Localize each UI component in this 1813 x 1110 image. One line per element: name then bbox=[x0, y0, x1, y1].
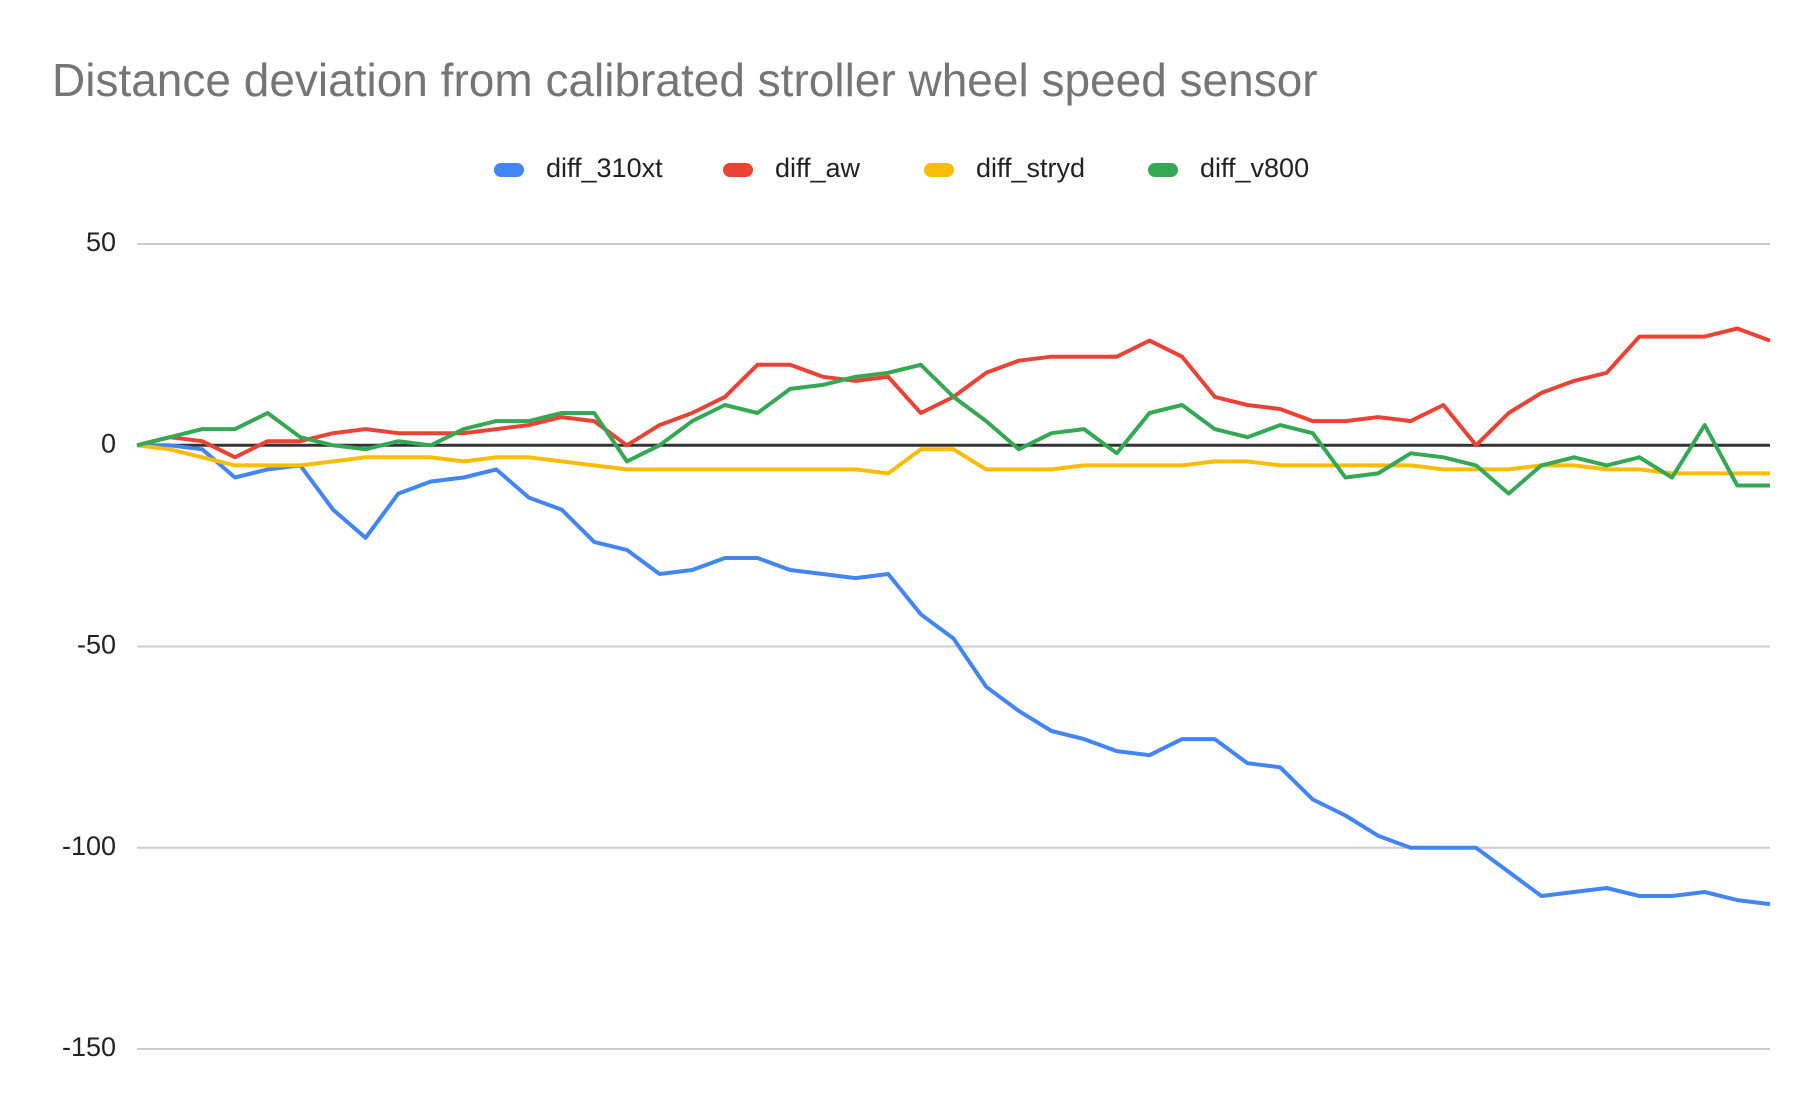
y-tick-label: -100 bbox=[62, 831, 116, 861]
series-line bbox=[137, 443, 1771, 907]
legend-label: diff_v800 bbox=[1200, 153, 1309, 183]
legend-label: diff_aw bbox=[775, 153, 861, 183]
chart-title: Distance deviation from calibrated strol… bbox=[52, 54, 1318, 106]
y-tick-label: 50 bbox=[86, 227, 116, 257]
series-line bbox=[136, 362, 1770, 496]
legend-label: diff_310xt bbox=[546, 153, 663, 183]
legend-swatch bbox=[1148, 163, 1178, 177]
y-tick-label: -50 bbox=[77, 630, 116, 660]
legend-label: diff_stryd bbox=[976, 153, 1085, 183]
series-line bbox=[136, 443, 1770, 476]
legend-swatch bbox=[723, 163, 753, 177]
y-tick-label: -150 bbox=[62, 1032, 116, 1062]
legend-swatch bbox=[924, 163, 954, 177]
legend-swatch bbox=[494, 163, 524, 177]
y-tick-label: 0 bbox=[101, 428, 116, 458]
series-line bbox=[136, 326, 1771, 460]
